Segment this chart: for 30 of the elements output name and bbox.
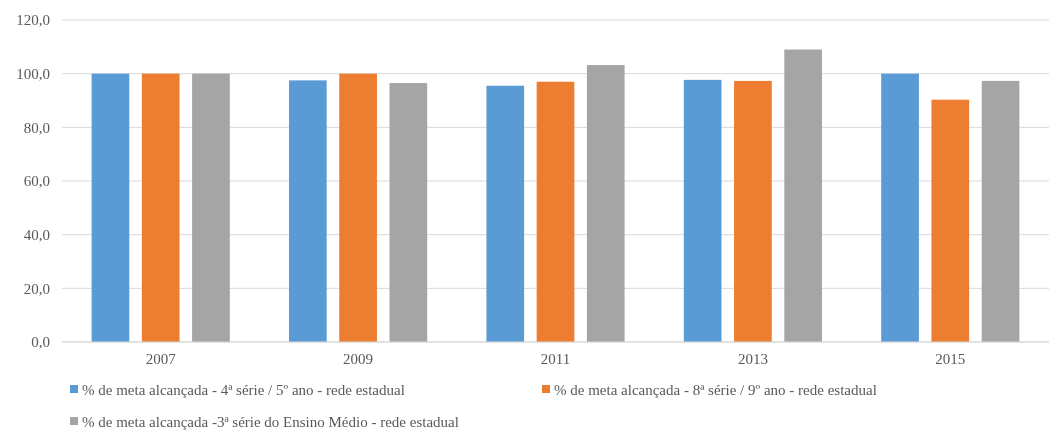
y-tick-label: 100,0 <box>16 65 50 82</box>
bar <box>981 80 1020 342</box>
legend-label: % de meta alcançada - 8ª série / 9º ano - rede estadual <box>554 382 877 399</box>
bar <box>339 73 377 342</box>
bar <box>486 85 525 342</box>
bar <box>192 73 230 342</box>
bar <box>289 80 327 342</box>
bar <box>683 79 722 342</box>
y-tick-label: 0,0 <box>31 334 50 351</box>
bar <box>389 83 428 342</box>
y-tick-label: 80,0 <box>23 119 50 136</box>
bar <box>91 73 130 342</box>
bar <box>931 99 970 342</box>
bar <box>881 73 919 342</box>
legend-label: % de meta alcançada -3ª série do Ensino Médio - rede estadual <box>82 414 459 431</box>
x-tick-label: 2011 <box>540 351 571 367</box>
bar <box>141 73 180 342</box>
x-tick-label: 2009 <box>343 351 374 367</box>
bar <box>536 81 575 342</box>
y-tick-label: 120,0 <box>16 12 50 29</box>
bar <box>586 65 625 342</box>
legend-label: % de meta alcançada - 4ª série / 5º ano - rede estadual <box>82 382 405 399</box>
x-tick-label: 2013 <box>737 351 768 367</box>
x-tick-label: 2007 <box>145 351 177 367</box>
y-tick-label: 40,0 <box>23 226 50 243</box>
bar <box>734 80 772 342</box>
x-tick-label: 2015 <box>935 351 966 367</box>
y-tick-label: 60,0 <box>23 173 50 190</box>
y-tick-label: 20,0 <box>23 280 50 297</box>
bar <box>784 49 822 342</box>
